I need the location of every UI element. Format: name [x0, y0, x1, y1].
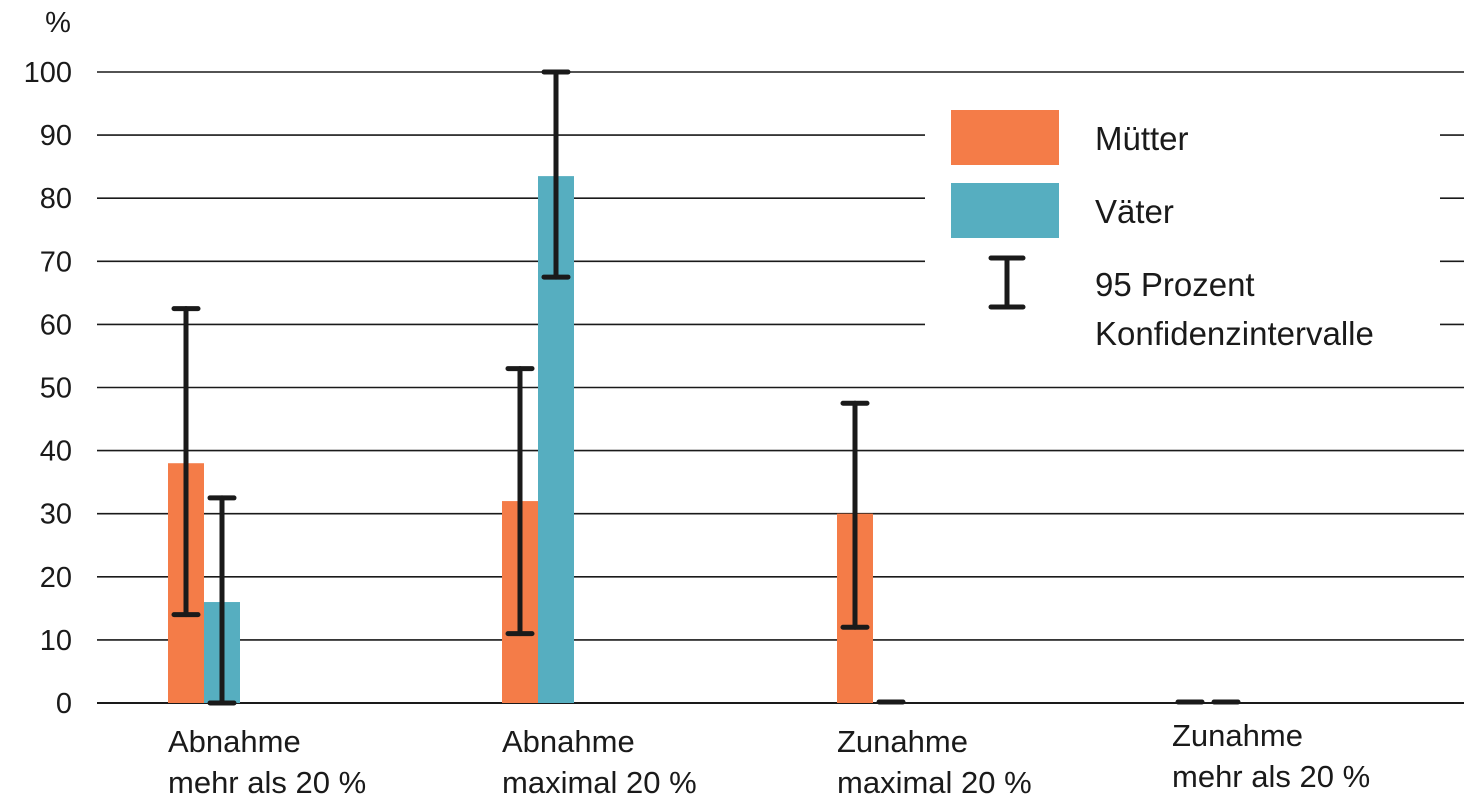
y-tick-label: 80: [40, 183, 72, 215]
y-tick-label: 50: [40, 373, 72, 405]
y-tick-label: 40: [40, 436, 72, 468]
category-label: maximal 20 %: [837, 765, 1032, 798]
error-bars: [171, 69, 1241, 706]
y-tick-label: 30: [40, 499, 72, 531]
category-label: maximal 20 %: [502, 765, 697, 798]
y-tick-label: 0: [56, 688, 72, 720]
y-tick-label: 100: [24, 57, 72, 89]
y-tick-label: 90: [40, 120, 72, 152]
y-axis-unit-label: %: [45, 7, 71, 39]
legend-swatch-vaeter: [951, 183, 1059, 238]
legend-ci-label: Konfidenzintervalle: [1095, 315, 1374, 352]
category-label: Zunahme: [1172, 718, 1303, 753]
category-label: Abnahme: [502, 724, 635, 759]
y-tick-label: 60: [40, 309, 72, 341]
legend-swatch-muetter: [951, 110, 1059, 165]
legend-ci-label: 95 Prozent: [1095, 266, 1255, 303]
y-tick-label: 70: [40, 246, 72, 278]
legend-label: Mütter: [1095, 120, 1189, 157]
legend: Mütter Väter 95 Prozent Konfidenzintervalle: [925, 95, 1440, 360]
x-axis-categories: Abnahme mehr als 20 % Abnahme maximal 20 % Z…: [168, 718, 1370, 800]
category-label: Abnahme: [168, 724, 301, 759]
y-tick-label: 10: [40, 625, 72, 657]
category-label: mehr als 20 %: [1172, 759, 1370, 794]
legend-label: Väter: [1095, 193, 1174, 230]
confidence-interval-icon: [988, 255, 1026, 310]
category-label: mehr als 20 %: [168, 765, 366, 798]
y-axis-ticks: 0 10 20 30 40 50 60 70 80 90 100: [24, 57, 72, 720]
y-tick-label: 20: [40, 562, 72, 594]
category-label: Zunahme: [837, 724, 968, 759]
